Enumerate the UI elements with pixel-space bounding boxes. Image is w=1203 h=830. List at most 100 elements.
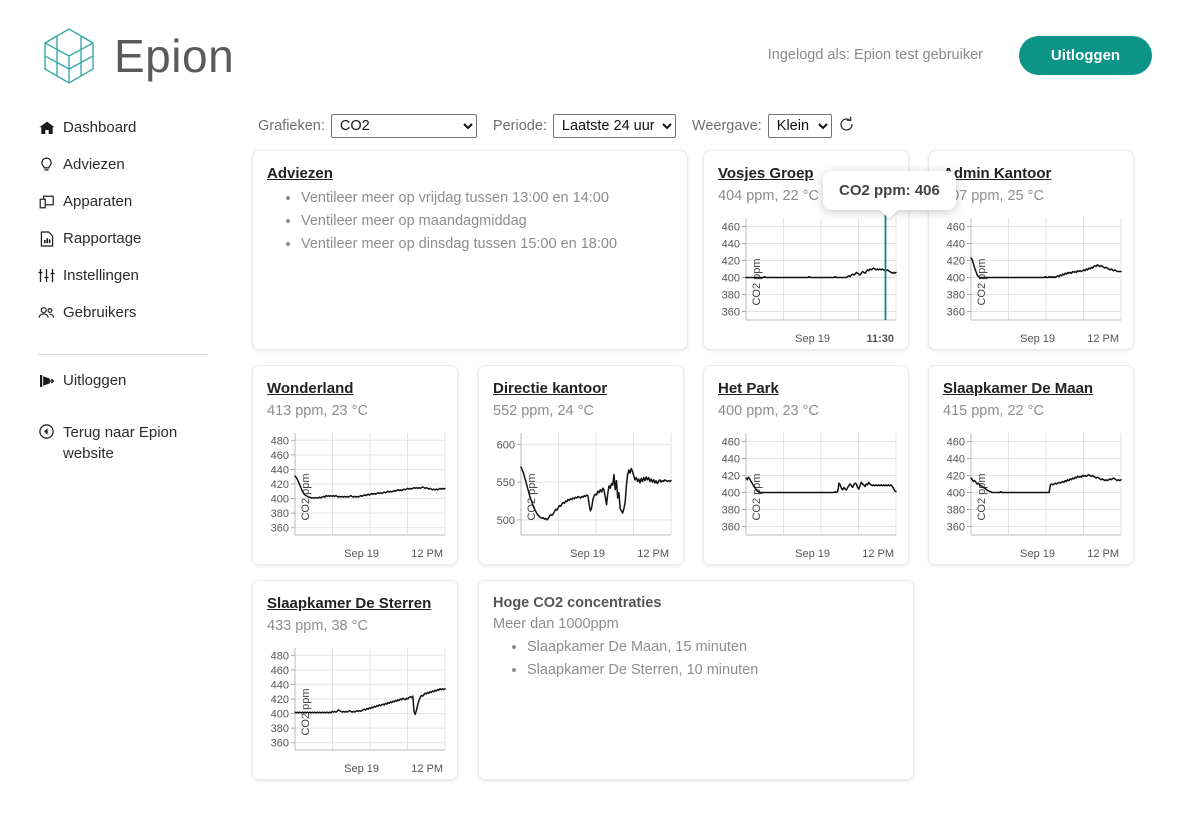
sidebar-label: Apparaten: [63, 193, 133, 210]
svg-text:400: 400: [271, 494, 289, 506]
svg-text:440: 440: [271, 679, 289, 691]
card-title: Hoge CO2 concentraties: [493, 595, 662, 611]
svg-text:460: 460: [722, 437, 740, 449]
svg-text:380: 380: [947, 505, 965, 517]
chart-slaapkamer-de-maan[interactable]: 360 380 400 420 440 460 CO2 ppm Sep 19 12 PM: [929, 425, 1133, 570]
svg-text:CO2 ppm: CO2 ppm: [976, 473, 988, 520]
login-status: Ingelogd als: Epion test gebruiker: [767, 47, 983, 63]
chart-vosjes-groep[interactable]: 360 380 400 420 440 460 CO2 ppm Sep 19 11:30: [704, 210, 908, 355]
sign-out-icon: [38, 371, 55, 390]
sidebar-label: Adviezen: [63, 156, 125, 173]
svg-text:400: 400: [722, 273, 740, 285]
grafieken-select[interactable]: CO2: [330, 114, 477, 138]
card-title[interactable]: Admin Kantoor: [943, 165, 1052, 182]
card-subtitle: 433 ppm, 38 °C: [267, 618, 368, 634]
list-item: Slaapkamer De Sterren, 10 minuten: [527, 659, 913, 682]
card-title[interactable]: Directie kantoor: [493, 380, 608, 397]
chart-wonderland[interactable]: 360 380 400 420 440 460 480 CO2 ppm Sep 19 12 PM: [253, 425, 457, 570]
card-subtitle: 413 ppm, 23 °C: [267, 403, 368, 419]
sidebar-item-rapportage[interactable]: Rapportage: [38, 229, 218, 266]
svg-text:380: 380: [722, 505, 740, 517]
sidebar-label: Rapportage: [63, 230, 142, 247]
sidebar-item-uitloggen[interactable]: Uitloggen: [38, 371, 218, 408]
adviezen-list: Ventileer meer op vrijdag tussen 13:00 e…: [253, 187, 687, 256]
brand-name: Epion: [114, 30, 235, 82]
svg-text:380: 380: [947, 290, 965, 302]
refresh-icon: [838, 116, 855, 136]
svg-text:CO2 ppm: CO2 ppm: [751, 258, 763, 305]
card-subtitle: 552 ppm, 24 °C: [493, 403, 594, 419]
chart-directie-kantoor[interactable]: 500 550 600 CO2 ppm Sep 19 12 PM: [479, 425, 683, 570]
card-title[interactable]: Adviezen: [267, 165, 333, 182]
sidebar-item-adviezen[interactable]: Adviezen: [38, 155, 218, 192]
svg-text:460: 460: [271, 665, 289, 677]
hexagon-logo-icon: [38, 25, 100, 87]
svg-text:360: 360: [947, 522, 965, 534]
svg-text:12 PM: 12 PM: [637, 548, 669, 560]
card-subtitle: 404 ppm, 22 °C: [718, 188, 819, 204]
svg-text:12 PM: 12 PM: [1087, 333, 1119, 345]
sidebar-item-gebruikers[interactable]: Gebruikers: [38, 303, 218, 340]
card-title[interactable]: Slaapkamer De Maan: [943, 380, 1094, 397]
svg-text:Sep 19: Sep 19: [344, 763, 379, 775]
card-subtitle: 400 ppm, 23 °C: [718, 403, 819, 419]
svg-text:Sep 19: Sep 19: [795, 548, 830, 560]
sidebar-item-instellingen[interactable]: Instellingen: [38, 266, 218, 303]
svg-text:380: 380: [722, 290, 740, 302]
sidebar-item-apparaten[interactable]: Apparaten: [38, 192, 218, 229]
svg-text:600: 600: [497, 439, 515, 451]
chart-card-wonderland: Wonderland 413 ppm, 23 °C 360 380 400 420 44…: [252, 365, 458, 565]
card-title[interactable]: Slaapkamer De Sterren: [267, 595, 432, 612]
chart-het-park[interactable]: 360 380 400 420 440 460 CO2 ppm Sep 19 12 PM: [704, 425, 908, 570]
svg-text:460: 460: [271, 450, 289, 462]
tooltip-text: CO2 ppm: 406: [839, 182, 940, 199]
svg-text:460: 460: [947, 437, 965, 449]
sidebar-item-dashboard[interactable]: Dashboard: [38, 118, 218, 155]
svg-text:440: 440: [722, 454, 740, 466]
svg-text:500: 500: [497, 515, 515, 527]
tooltip-arrow: [880, 210, 899, 219]
card-title[interactable]: Wonderland: [267, 380, 354, 397]
refresh-button[interactable]: [832, 116, 855, 136]
svg-text:460: 460: [722, 222, 740, 234]
app-header: Epion Ingelogd als: Epion test gebruiker…: [0, 0, 1203, 105]
svg-text:400: 400: [947, 488, 965, 500]
svg-text:360: 360: [271, 738, 289, 750]
weergave-select[interactable]: Klein: [767, 114, 832, 138]
chart-admin-kantoor[interactable]: 360 380 400 420 440 460 CO2 ppm Sep 19 12 PM: [929, 210, 1133, 355]
card-subtitle: 415 ppm, 22 °C: [943, 403, 1044, 419]
brand-logo[interactable]: Epion: [38, 25, 234, 87]
svg-text:12 PM: 12 PM: [862, 548, 894, 560]
svg-text:440: 440: [722, 239, 740, 251]
sidebar-bottom-group: Uitloggen Terug naar Epion website: [38, 371, 218, 464]
list-item: Ventileer meer op maandagmiddag: [301, 210, 687, 233]
svg-text:460: 460: [947, 222, 965, 234]
periode-label: Periode:: [492, 118, 547, 134]
chart-tooltip: CO2 ppm: 406: [823, 171, 956, 219]
svg-text:Sep 19: Sep 19: [570, 548, 605, 560]
svg-text:420: 420: [271, 479, 289, 491]
sidebar-label: Gebruikers: [63, 304, 137, 321]
chart-slaapkamer-de-sterren[interactable]: 360 380 400 420 440 460 480 CO2 ppm Sep 19 12 PM: [253, 640, 457, 785]
sidebar-item-terug-naar-epion-website[interactable]: Terug naar Epion website: [38, 422, 218, 464]
svg-text:360: 360: [722, 307, 740, 319]
periode-select[interactable]: Laatste 24 uur: [552, 114, 676, 138]
logout-button[interactable]: Uitloggen: [1019, 36, 1152, 75]
charts-toolbar: Grafieken: CO2 Periode: Laatste 24 uur W…: [258, 114, 855, 138]
lightbulb-icon: [38, 155, 55, 174]
sidebar-label: Dashboard: [63, 119, 137, 136]
card-title[interactable]: Vosjes Groep: [718, 165, 814, 182]
svg-text:11:30: 11:30: [866, 333, 894, 345]
devices-icon: [38, 192, 55, 211]
svg-text:480: 480: [271, 435, 289, 447]
sidebar-label: Uitloggen: [63, 372, 127, 389]
list-item: Ventileer meer op vrijdag tussen 13:00 e…: [301, 187, 687, 210]
svg-text:12 PM: 12 PM: [1087, 548, 1119, 560]
svg-text:CO2 ppm: CO2 ppm: [751, 473, 763, 520]
card-title[interactable]: Het Park: [718, 380, 779, 397]
svg-text:Sep 19: Sep 19: [1020, 333, 1055, 345]
svg-text:380: 380: [271, 723, 289, 735]
svg-text:Sep 19: Sep 19: [795, 333, 830, 345]
svg-text:12 PM: 12 PM: [411, 763, 443, 775]
svg-text:400: 400: [722, 488, 740, 500]
